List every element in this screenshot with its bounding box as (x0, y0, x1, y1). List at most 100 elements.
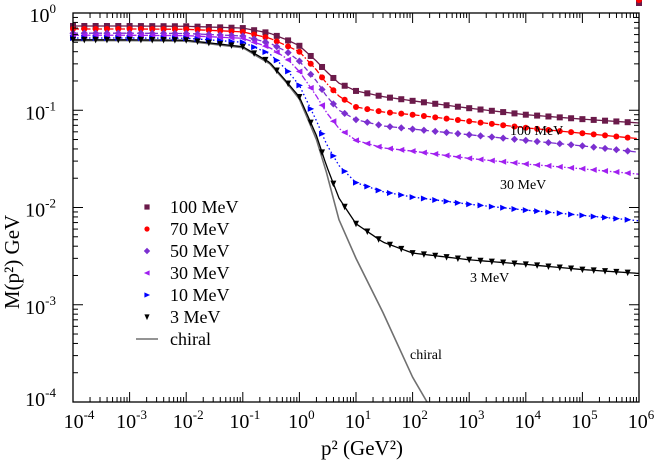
data-point (454, 116, 461, 123)
x-tick-label: 10-3 (116, 407, 147, 433)
data-point (330, 180, 337, 188)
data-point (488, 133, 496, 141)
data-point (534, 112, 541, 119)
data-point (409, 194, 417, 201)
data-point (307, 119, 314, 127)
data-point (217, 27, 224, 34)
annotation-100mev: 100 MeV (510, 124, 563, 139)
data-point (330, 74, 337, 81)
data-point (363, 140, 371, 147)
data-point (318, 85, 326, 94)
data-point (217, 24, 224, 31)
data-point (465, 155, 473, 162)
data-point (568, 115, 575, 122)
data-point (545, 263, 552, 270)
data-point (81, 36, 88, 44)
series-markers (69, 0, 642, 277)
data-point (522, 261, 529, 268)
x-tick-label: 103 (458, 407, 485, 433)
x-tick-label: 106 (628, 407, 654, 433)
data-point (319, 130, 326, 137)
data-point (115, 25, 122, 32)
data-point (262, 48, 269, 55)
data-point (273, 32, 280, 39)
data-point (545, 209, 552, 216)
data-point (227, 34, 235, 41)
data-point (307, 52, 314, 59)
data-point (148, 32, 156, 39)
legend-label: 70 MeV (170, 219, 230, 239)
data-point (545, 126, 552, 133)
data-point (375, 143, 382, 150)
data-point (183, 26, 190, 33)
data-point (454, 130, 462, 138)
data-point (454, 199, 462, 206)
data-point (182, 32, 190, 39)
series-line-1 (73, 28, 640, 140)
data-point (341, 129, 348, 136)
data-point (511, 205, 518, 212)
data-point (556, 128, 563, 135)
data-point (398, 96, 405, 103)
y-tick-label: 10-1 (25, 98, 56, 124)
data-point (432, 252, 439, 260)
data-point (612, 169, 620, 176)
data-point (488, 258, 495, 266)
data-point (398, 245, 405, 253)
data-point (352, 137, 359, 144)
data-point (612, 146, 620, 154)
data-point (250, 39, 258, 46)
data-point (171, 26, 178, 33)
data-point (115, 36, 122, 44)
data-point (443, 102, 450, 109)
data-point (386, 123, 394, 131)
data-point (578, 142, 586, 150)
data-point (296, 42, 303, 49)
data-point (477, 106, 484, 113)
data-point (364, 90, 371, 97)
data-point (499, 134, 507, 142)
data-point (409, 125, 417, 133)
data-point (137, 36, 144, 44)
data-point (329, 118, 337, 125)
data-point (568, 265, 575, 273)
data-point (353, 179, 360, 186)
data-point (160, 26, 167, 33)
data-point (92, 32, 99, 39)
data-point (364, 106, 371, 113)
chiral-line (73, 39, 428, 403)
data-point (375, 121, 383, 129)
data-point (443, 198, 451, 205)
data-point (273, 38, 280, 45)
data-point (171, 32, 178, 39)
data-point (262, 34, 269, 41)
data-point (149, 36, 156, 44)
data-point (329, 100, 337, 108)
data-point (466, 118, 473, 125)
data-point (92, 29, 100, 37)
data-point (454, 103, 461, 110)
data-point (261, 43, 269, 50)
annotation-chiral: chiral (410, 348, 442, 363)
data-point (533, 161, 541, 168)
data-point (103, 25, 110, 32)
data-point (431, 151, 439, 158)
data-point (477, 257, 484, 265)
data-point (149, 26, 156, 33)
data-point (171, 37, 178, 44)
axis-ticks (72, 13, 639, 403)
data-point (510, 135, 519, 143)
data-point (307, 105, 315, 112)
data-point (273, 43, 281, 51)
data-point (296, 82, 303, 89)
legend-marker-4 (144, 292, 151, 298)
y-tick-label: 10-2 (25, 196, 56, 222)
data-point (590, 213, 598, 220)
data-point (126, 32, 133, 39)
data-point (488, 120, 495, 127)
data-point (251, 44, 258, 51)
data-point (522, 136, 530, 144)
data-point (205, 39, 212, 47)
data-point (442, 128, 451, 137)
